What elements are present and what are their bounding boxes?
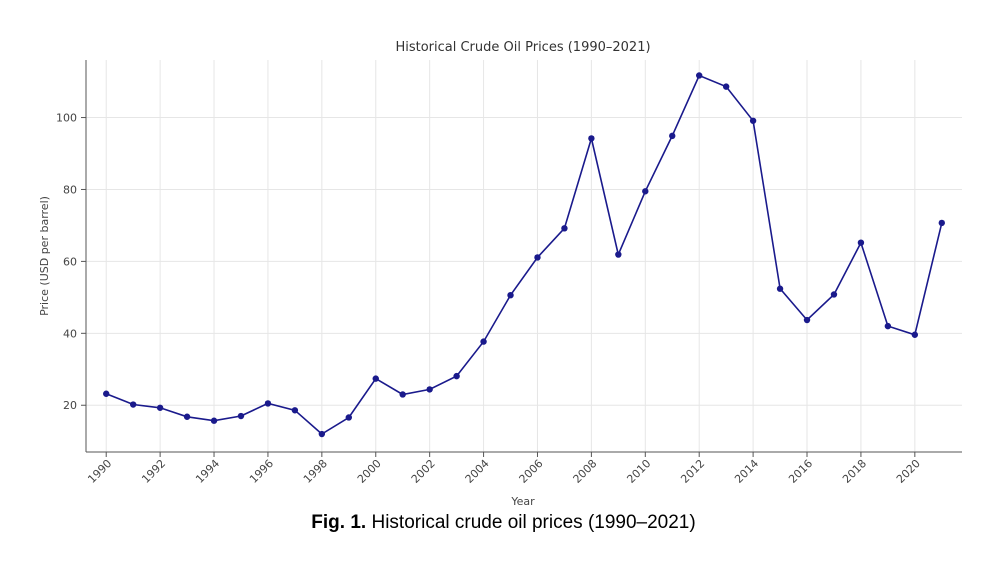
x-tick-label: 2002 <box>409 457 438 486</box>
data-point <box>210 417 218 424</box>
data-point <box>669 132 676 140</box>
data-point <box>938 219 945 227</box>
x-tick-label: 2014 <box>732 457 761 486</box>
x-tick-label: 2008 <box>571 457 600 486</box>
caption-text: Historical crude oil prices (1990–2021) <box>366 512 696 533</box>
data-point <box>480 338 487 345</box>
data-point <box>345 414 352 421</box>
y-axis-label: Price (USD per barrel) <box>38 196 51 316</box>
y-tick-label: 20 <box>63 399 77 412</box>
x-tick-label: 2020 <box>894 457 923 486</box>
x-tick-label: 1994 <box>193 457 222 486</box>
x-tick-label: 2006 <box>517 457 546 486</box>
data-point <box>237 412 245 420</box>
data-point <box>749 117 757 124</box>
data-point <box>884 322 892 330</box>
data-point <box>264 400 272 407</box>
x-tick-label: 2012 <box>678 457 707 486</box>
y-tick-label: 100 <box>56 112 77 125</box>
y-tick-label: 80 <box>63 183 77 196</box>
data-point <box>183 413 191 420</box>
x-tick-label: 2004 <box>463 457 492 486</box>
chart-title: Historical Crude Oil Prices (1990–2021) <box>395 40 650 55</box>
x-tick-label: 1990 <box>85 457 114 486</box>
caption-label: Fig. 1. <box>311 512 367 533</box>
x-tick-label: 2016 <box>786 457 815 486</box>
y-axis-ticks: 20 40 60 80 100 <box>56 60 87 452</box>
x-axis-ticks: 1990 1992 1994 1996 1998 2000 2002 2004 2006 2008… <box>85 451 962 486</box>
data-point <box>830 291 838 298</box>
data-points <box>103 72 945 438</box>
x-tick-label: 1992 <box>139 457 168 486</box>
y-tick-label: 60 <box>63 255 77 268</box>
data-point <box>534 254 541 261</box>
data-point <box>103 390 110 397</box>
data-point <box>722 83 730 90</box>
data-point <box>453 372 460 380</box>
grid <box>86 60 962 452</box>
y-tick-label: 40 <box>63 327 77 340</box>
plot-frame <box>86 60 962 452</box>
x-tick-label: 2000 <box>355 457 384 486</box>
x-tick-label: 1998 <box>301 457 330 486</box>
data-point <box>696 72 703 79</box>
data-point <box>318 430 326 438</box>
x-tick-label: 1996 <box>247 457 276 486</box>
data-point <box>129 401 137 408</box>
data-point <box>426 386 433 393</box>
data-point <box>857 239 865 246</box>
data-point <box>507 292 514 299</box>
line-chart: 20 40 60 80 100 1990 1992 1994 1996 1998 2000 2002… <box>38 40 962 508</box>
data-point <box>399 391 406 398</box>
x-tick-label: 2018 <box>840 457 869 486</box>
data-point <box>642 188 649 195</box>
x-tick-label: 2010 <box>624 457 653 486</box>
data-point <box>291 407 299 414</box>
data-point <box>776 285 784 292</box>
data-point <box>911 331 919 338</box>
data-point <box>588 135 595 142</box>
x-axis-label: Year <box>510 495 535 508</box>
data-point <box>156 404 164 411</box>
series-line <box>105 74 943 435</box>
data-point <box>803 316 811 324</box>
data-point <box>561 225 568 232</box>
data-point <box>615 251 622 258</box>
data-point <box>372 375 379 382</box>
figure-caption: Fig. 1. Historical crude oil prices (199… <box>0 512 1007 534</box>
